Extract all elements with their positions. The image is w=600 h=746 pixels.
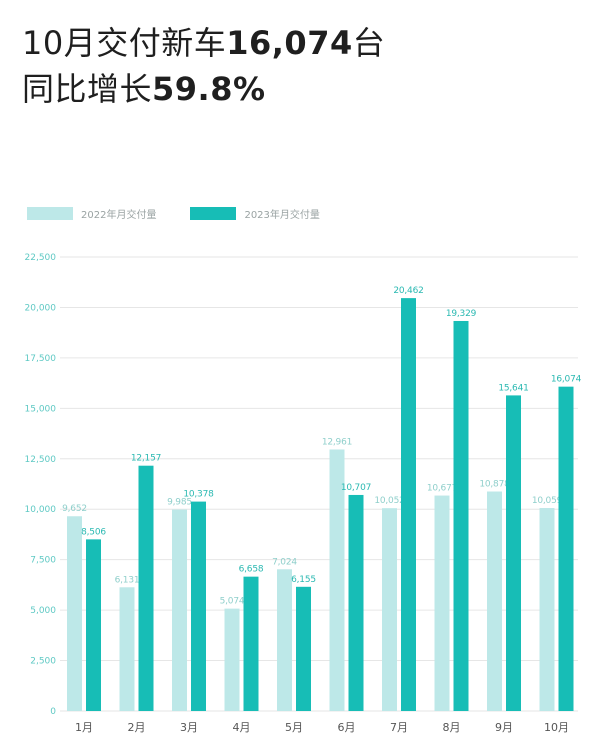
headline-line-1-suffix: 台 xyxy=(352,24,386,62)
bar-value-label: 20,462 xyxy=(393,286,423,296)
bar-value-label: 7,024 xyxy=(272,557,297,567)
legend-label-2022: 2022年月交付量 xyxy=(81,210,157,221)
bar-value-label: 6,658 xyxy=(239,565,264,575)
bar-value-label: 10,378 xyxy=(183,490,214,500)
bar-2022 xyxy=(277,569,292,711)
bar-value-label: 10,878 xyxy=(479,480,510,490)
legend-item-2022: 2022年月交付量 xyxy=(27,206,156,221)
bar-2023 xyxy=(401,298,416,711)
headline-deliveries-value: 16,074 xyxy=(226,24,353,62)
headline-line-1: 10月交付新车16,074台 xyxy=(22,20,385,66)
bar-value-label: 19,329 xyxy=(446,309,477,319)
bar-value-label: 12,961 xyxy=(322,437,352,447)
bar-2023 xyxy=(138,465,154,711)
bar-2022 xyxy=(539,508,555,711)
bar-value-label: 10,677 xyxy=(427,484,457,494)
bar-2022 xyxy=(224,608,240,711)
bar-value-label: 16,074 xyxy=(551,375,582,385)
y-tick-label: 22,500 xyxy=(25,253,57,263)
y-tick-label: 10,000 xyxy=(25,505,57,515)
headline-line-2-prefix: 同比增长 xyxy=(22,70,153,108)
bar-2023 xyxy=(558,386,574,711)
bar-value-label: 10,707 xyxy=(341,483,371,493)
y-tick-label: 0 xyxy=(50,707,56,717)
bar-2022 xyxy=(487,491,502,711)
bar-2023 xyxy=(86,539,101,711)
bar-value-label: 6,155 xyxy=(291,575,316,585)
y-tick-label: 12,500 xyxy=(25,455,57,465)
bar-value-label: 12,157 xyxy=(131,454,161,464)
x-tick-label: 10月 xyxy=(544,721,569,734)
x-tick-label: 4月 xyxy=(233,721,251,734)
bar-2022 xyxy=(67,516,82,711)
x-tick-label: 1月 xyxy=(75,721,93,734)
bar-2023 xyxy=(243,576,259,711)
y-tick-label: 2,500 xyxy=(30,657,56,667)
x-tick-label: 8月 xyxy=(443,721,461,734)
y-tick-label: 17,500 xyxy=(25,354,57,364)
bar-2022 xyxy=(119,587,135,711)
bar-2022 xyxy=(172,509,187,711)
x-tick-label: 7月 xyxy=(390,721,408,734)
legend-swatch-2023 xyxy=(190,207,237,220)
headline: 10月交付新车16,074台 同比增长59.8% xyxy=(22,20,385,112)
bar-value-label: 6,131 xyxy=(115,575,140,585)
y-tick-label: 7,500 xyxy=(30,556,56,566)
x-tick-label: 9月 xyxy=(495,721,513,734)
y-tick-label: 5,000 xyxy=(30,606,56,616)
headline-growth-value: 59.8% xyxy=(152,70,266,108)
bar-value-label: 10,059 xyxy=(532,496,563,506)
bar-value-label: 9,985 xyxy=(167,498,192,508)
chart-legend: 2022年月交付量 2023年月交付量 xyxy=(27,206,354,221)
bar-2022 xyxy=(434,495,450,711)
x-tick-label: 6月 xyxy=(338,721,356,734)
bar-value-label: 15,641 xyxy=(498,383,528,393)
x-tick-label: 3月 xyxy=(180,721,198,734)
bar-2022 xyxy=(329,449,345,711)
bar-2023 xyxy=(453,320,469,711)
headline-line-2: 同比增长59.8% xyxy=(22,66,385,112)
x-tick-label: 5月 xyxy=(285,721,303,734)
bar-value-label: 10,052 xyxy=(374,496,404,506)
y-tick-label: 20,000 xyxy=(25,303,57,313)
bar-2023 xyxy=(296,586,311,711)
bar-value-label: 9,652 xyxy=(62,504,87,514)
headline-line-1-prefix: 10月交付新车 xyxy=(22,24,227,62)
legend-swatch-2022 xyxy=(27,207,73,220)
legend-label-2023: 2023年月交付量 xyxy=(244,210,320,221)
bar-2023 xyxy=(506,395,521,711)
bar-value-label: 8,506 xyxy=(81,527,106,537)
y-tick-label: 15,000 xyxy=(25,404,57,414)
bar-value-label: 5,074 xyxy=(220,597,245,607)
legend-item-2023: 2023年月交付量 xyxy=(190,206,320,221)
bar-2023 xyxy=(191,501,206,711)
bar-2022 xyxy=(382,508,397,711)
x-tick-label: 2月 xyxy=(128,721,146,734)
bar-2023 xyxy=(348,494,364,711)
